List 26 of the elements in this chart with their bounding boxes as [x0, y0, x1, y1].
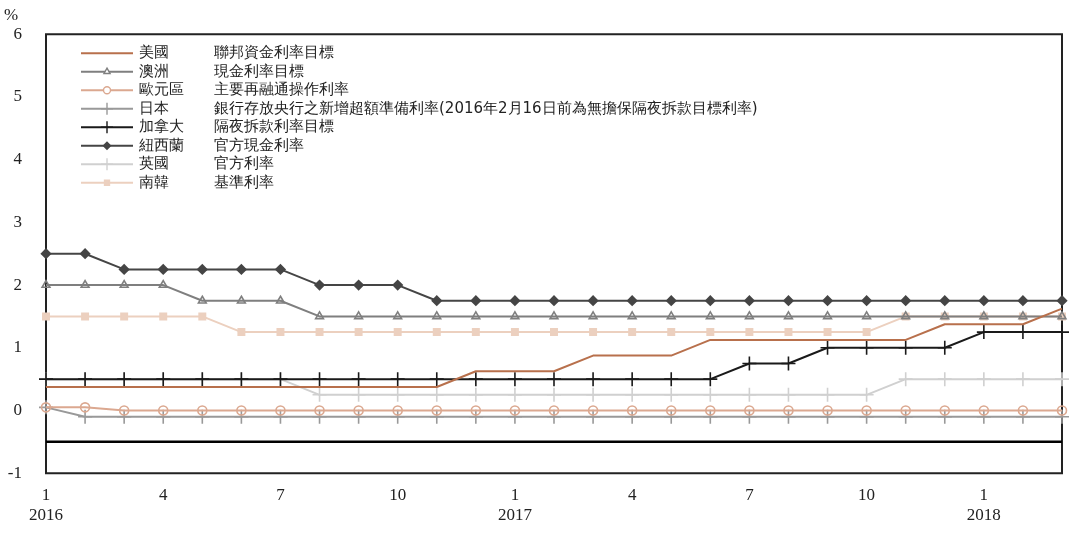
legend-label: 歐元區 主要再融通操作利率 [139, 80, 349, 99]
y-axis-title: % [4, 5, 19, 24]
legend-label: 日本 銀行存放央行之新增超額準備利率(2016年2月16日前為無擔保隔夜拆款目標利率) [139, 98, 758, 117]
y-tick-label: 2 [13, 274, 22, 294]
legend-label: 美國 聯邦資金利率目標 [139, 43, 334, 62]
x-tick-label: 1 2017 [497, 484, 533, 525]
x-tick-label: 7 [745, 484, 755, 504]
y-tick-label: -1 [7, 462, 22, 482]
legend-label: 加拿大 隔夜拆款利率目標 [139, 117, 334, 136]
legend-label: 英國 官方利率 [139, 154, 274, 173]
x-tick-label: 1 2016 [29, 484, 63, 525]
y-tick-label: 3 [13, 211, 22, 231]
y-tick-label: 0 [13, 399, 22, 419]
y-tick-label: 5 [13, 86, 22, 106]
x-tick-label: 1 2018 [966, 484, 1001, 525]
y-tick-label: 1 [13, 337, 22, 357]
legend-label: 紐西蘭 官方現金利率 [138, 135, 304, 154]
legend-label: 澳洲 現金利率目標 [139, 61, 304, 80]
legend-label: 南韓 基準利率 [139, 172, 274, 191]
y-tick-label: 4 [13, 149, 23, 169]
x-tick-label: 7 [276, 484, 286, 504]
y-tick-label: 6 [13, 23, 22, 43]
x-tick-label: 4 [627, 484, 637, 504]
x-tick-label: 10 [858, 484, 876, 504]
x-tick-label: 10 [389, 484, 407, 504]
x-tick-label: 4 [158, 484, 168, 504]
